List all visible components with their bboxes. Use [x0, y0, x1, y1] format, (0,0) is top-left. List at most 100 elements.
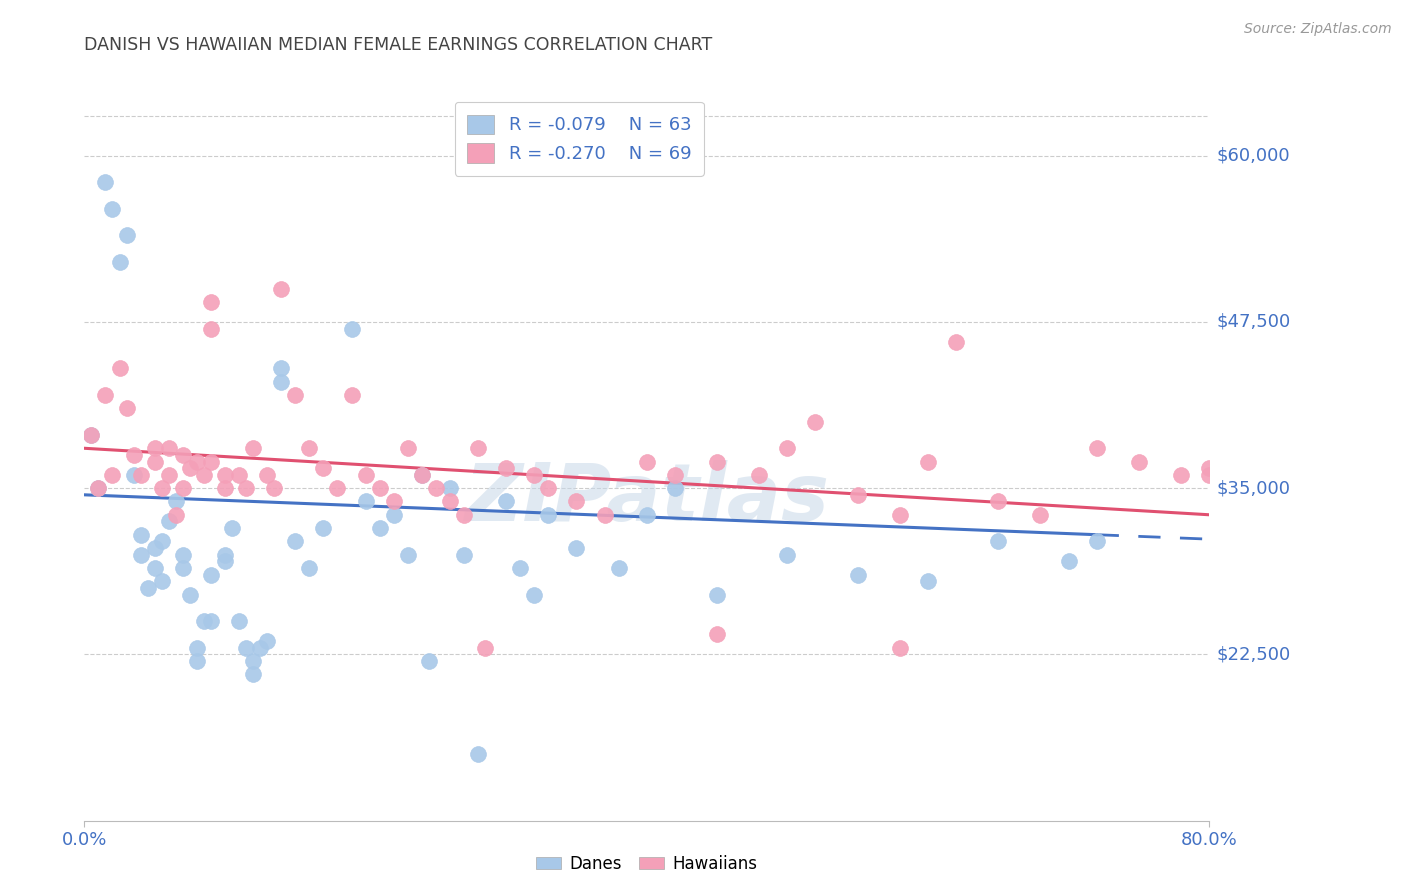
Point: [425, 481, 447, 495]
Point: [200, 614, 222, 628]
Point: [235, 481, 257, 495]
Point: [776, 442, 799, 456]
Point: [368, 481, 391, 495]
Point: [200, 295, 222, 310]
Point: [298, 561, 321, 575]
Point: [1198, 467, 1220, 482]
Point: [165, 508, 187, 522]
Point: [453, 548, 475, 562]
Point: [214, 481, 236, 495]
Point: [368, 521, 391, 535]
Point: [917, 454, 939, 468]
Point: [143, 454, 166, 468]
Text: $35,000: $35,000: [1216, 479, 1291, 497]
Point: [115, 228, 138, 243]
Point: [1128, 454, 1150, 468]
Point: [157, 442, 180, 456]
Point: [523, 467, 546, 482]
Point: [172, 561, 194, 575]
Point: [664, 467, 686, 482]
Point: [242, 442, 264, 456]
Point: [228, 614, 250, 628]
Point: [411, 467, 433, 482]
Point: [263, 481, 285, 495]
Point: [157, 467, 180, 482]
Text: $60,000: $60,000: [1216, 146, 1289, 165]
Point: [523, 588, 546, 602]
Point: [186, 454, 208, 468]
Point: [150, 534, 173, 549]
Point: [1198, 461, 1220, 475]
Point: [101, 467, 124, 482]
Point: [87, 481, 110, 495]
Point: [242, 654, 264, 668]
Point: [94, 388, 117, 402]
Point: [256, 634, 278, 648]
Legend: Danes, Hawaiians: Danes, Hawaiians: [530, 848, 763, 880]
Point: [889, 508, 911, 522]
Point: [537, 508, 560, 522]
Point: [312, 461, 335, 475]
Point: [80, 428, 103, 442]
Point: [150, 574, 173, 589]
Point: [221, 521, 243, 535]
Point: [776, 548, 799, 562]
Point: [143, 442, 166, 456]
Point: [1170, 467, 1192, 482]
Point: [165, 494, 187, 508]
Point: [467, 442, 489, 456]
Point: [664, 481, 686, 495]
Point: [256, 467, 278, 482]
Point: [537, 481, 560, 495]
Point: [214, 467, 236, 482]
Point: [706, 627, 728, 641]
Point: [495, 494, 517, 508]
Point: [80, 428, 103, 442]
Point: [143, 541, 166, 555]
Point: [382, 494, 405, 508]
Point: [326, 481, 349, 495]
Point: [157, 515, 180, 529]
Point: [340, 321, 363, 335]
Point: [396, 442, 419, 456]
Point: [467, 747, 489, 761]
Point: [706, 454, 728, 468]
Point: [474, 640, 496, 655]
Point: [270, 375, 292, 389]
Point: [200, 321, 222, 335]
Point: [636, 508, 658, 522]
Point: [270, 361, 292, 376]
Point: [214, 554, 236, 568]
Text: ZIPatlas: ZIPatlas: [464, 459, 830, 538]
Point: [122, 467, 145, 482]
Point: [172, 548, 194, 562]
Point: [186, 654, 208, 668]
Text: $22,500: $22,500: [1216, 646, 1291, 664]
Point: [846, 567, 869, 582]
Point: [382, 508, 405, 522]
Point: [87, 481, 110, 495]
Point: [179, 588, 201, 602]
Point: [987, 494, 1010, 508]
Point: [495, 461, 517, 475]
Point: [270, 282, 292, 296]
Point: [172, 448, 194, 462]
Point: [565, 541, 588, 555]
Point: [439, 494, 461, 508]
Text: DANISH VS HAWAIIAN MEDIAN FEMALE EARNINGS CORRELATION CHART: DANISH VS HAWAIIAN MEDIAN FEMALE EARNING…: [84, 36, 713, 54]
Point: [172, 481, 194, 495]
Point: [418, 654, 440, 668]
Point: [108, 255, 131, 269]
Point: [136, 581, 159, 595]
Point: [200, 567, 222, 582]
Text: Source: ZipAtlas.com: Source: ZipAtlas.com: [1244, 22, 1392, 37]
Point: [804, 415, 827, 429]
Point: [411, 467, 433, 482]
Point: [129, 467, 152, 482]
Point: [179, 461, 201, 475]
Point: [150, 481, 173, 495]
Point: [889, 640, 911, 655]
Point: [284, 534, 307, 549]
Point: [1085, 442, 1108, 456]
Point: [122, 448, 145, 462]
